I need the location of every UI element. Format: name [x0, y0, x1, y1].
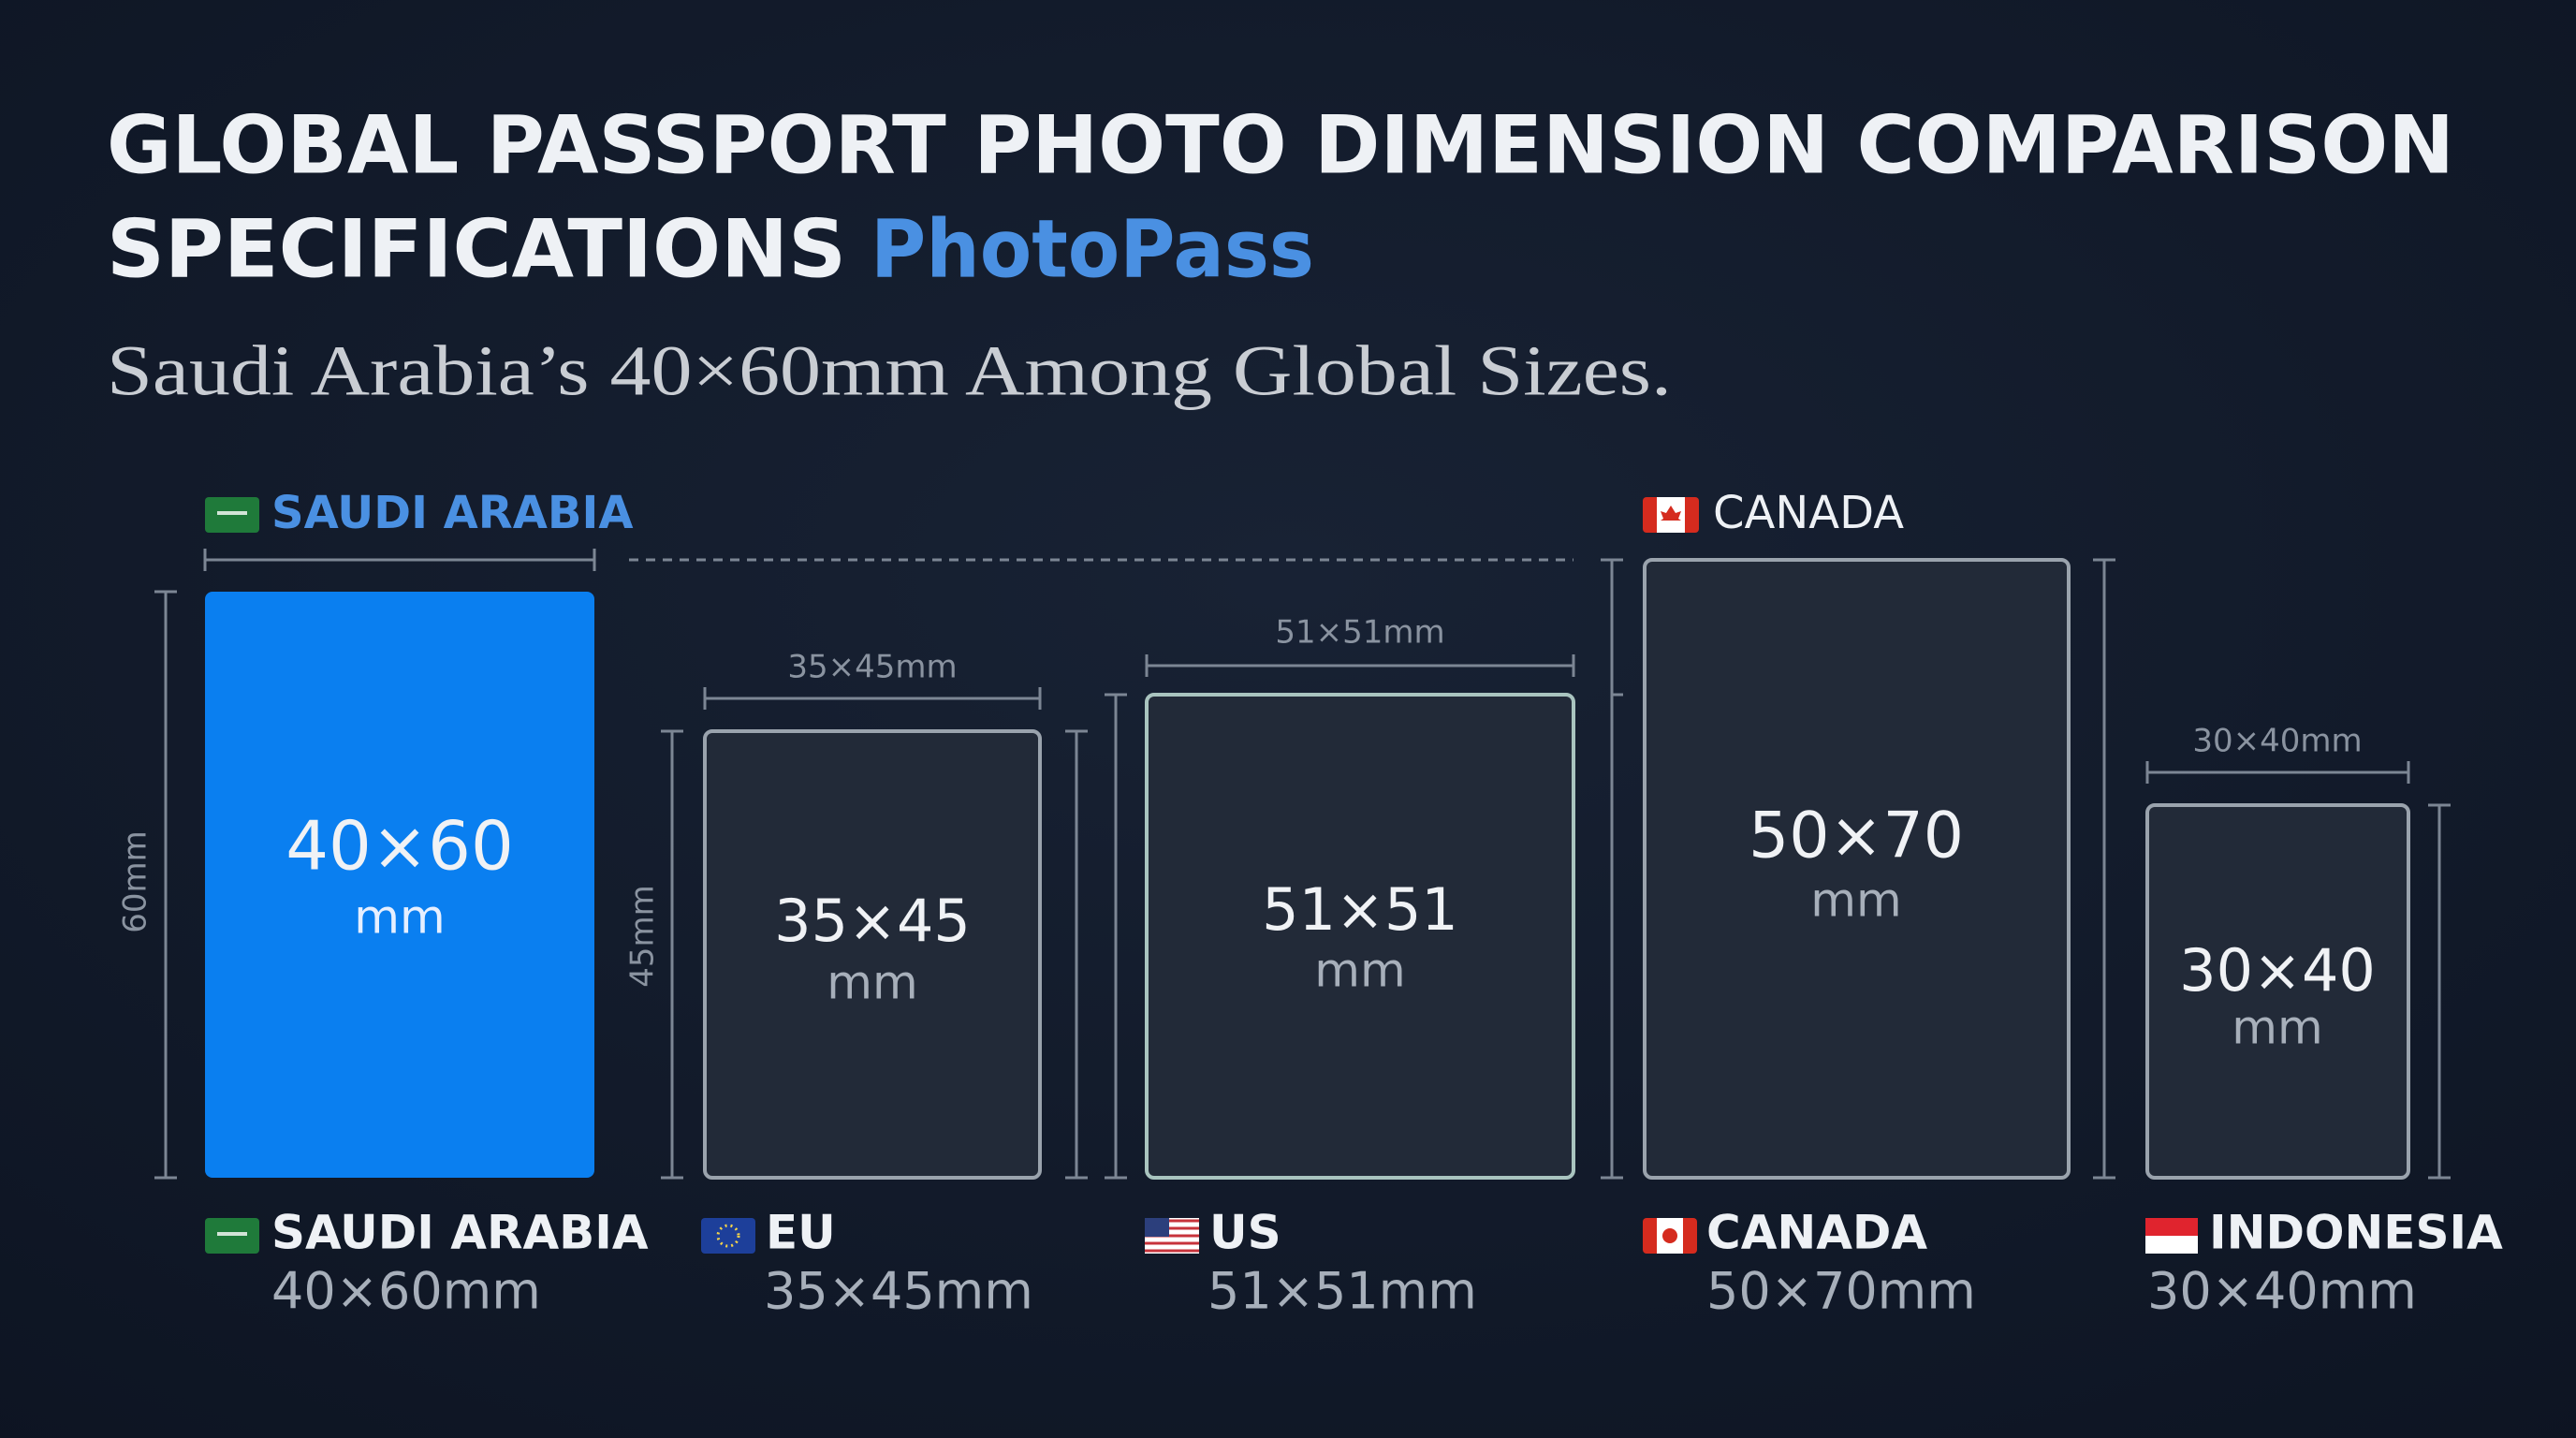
box-size: 50×70 [1749, 800, 1964, 873]
country-size: 50×70mm [1706, 1262, 1976, 1321]
box-unit: mm [2232, 1001, 2322, 1055]
saudi-flag [205, 1218, 259, 1254]
side-label: 45mm [624, 885, 662, 988]
country-name: INDONESIA [2209, 1206, 2503, 1260]
top-label: CANADA [1713, 487, 1904, 539]
eu-flag [701, 1218, 755, 1254]
saudi-flag [205, 497, 259, 533]
country-size: 40×60mm [271, 1262, 541, 1321]
canada-flag [1643, 497, 1699, 533]
indonesia-flag [2145, 1218, 2198, 1254]
side-label: 60mm [117, 830, 154, 933]
photo-box [205, 592, 594, 1178]
photo-box [1643, 558, 2071, 1180]
country-size: 35×45mm [764, 1262, 1033, 1321]
canada-flag [1643, 1218, 1697, 1254]
photo-box [1145, 693, 1575, 1180]
top-dimension: 35×45mm [787, 649, 957, 686]
country-size: 30×40mm [2147, 1262, 2417, 1321]
title: GLOBAL PASSPORT PHOTO DIMENSION COMPARIS… [107, 98, 2454, 192]
box-unit: mm [1810, 873, 1901, 928]
top-dimension: 51×51mm [1275, 614, 1444, 652]
dimension-lines [154, 549, 2451, 1180]
top-dimension: 30×40mm [2192, 723, 2362, 760]
country-name: CANADA [1706, 1206, 1927, 1260]
country-name: EU [766, 1206, 836, 1260]
brand: PhotoPass [871, 202, 1314, 296]
box-size: 30×40 [2179, 936, 2376, 1005]
subtitle: Saudi Arabia’s 40×60mm Among Global Size… [107, 331, 1672, 410]
top-label: SAUDI ARABIA [271, 487, 633, 539]
title: SPECIFICATIONS [107, 202, 846, 296]
photo-box [2145, 803, 2410, 1180]
box-size: 40×60 [285, 807, 514, 886]
box-size: 51×51 [1262, 875, 1458, 944]
country-name: SAUDI ARABIA [271, 1206, 649, 1260]
box-unit: mm [1314, 944, 1405, 998]
box-size: 35×45 [774, 887, 971, 955]
box-unit: mm [827, 956, 917, 1010]
country-size: 51×51mm [1208, 1262, 1477, 1321]
photo-box [703, 729, 1042, 1180]
us-flag [1145, 1218, 1199, 1254]
country-name: US [1209, 1206, 1281, 1260]
box-unit: mm [354, 890, 445, 945]
